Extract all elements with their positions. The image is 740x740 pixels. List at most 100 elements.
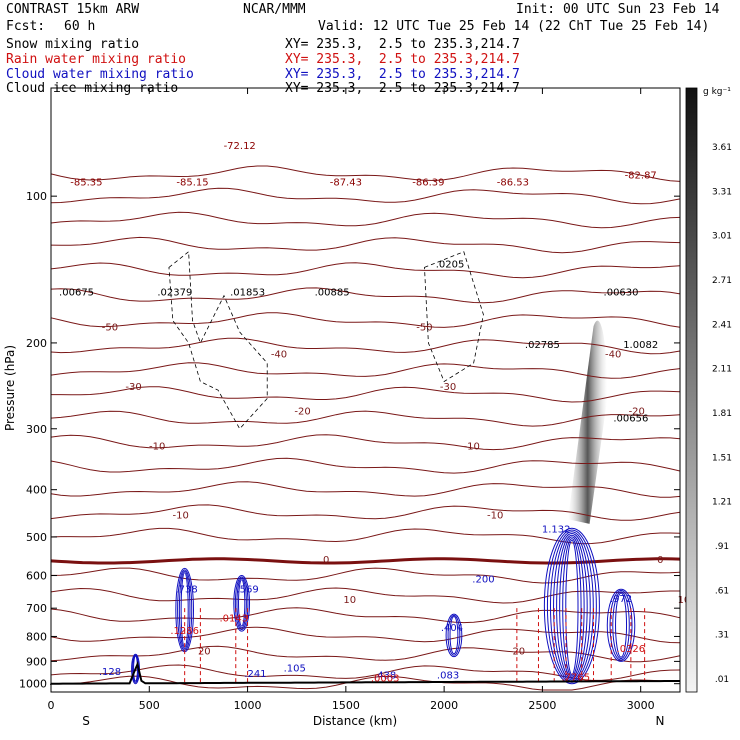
extremum-label: .00885 bbox=[315, 288, 350, 299]
cloud-water-contour bbox=[447, 614, 461, 656]
contour-label: -50 bbox=[102, 322, 118, 333]
extremum-label: .00630 bbox=[604, 288, 639, 299]
extremum-label: -82.87 bbox=[625, 171, 657, 182]
isotherm-line bbox=[50, 362, 681, 379]
extremum-label: -86.39 bbox=[412, 177, 444, 188]
y-tick-label: 100 bbox=[26, 190, 47, 203]
contour-label: -20 bbox=[629, 406, 645, 417]
x-axis-label: Distance (km) bbox=[313, 714, 397, 728]
colorbar-tick-label: 3.61 bbox=[712, 143, 732, 153]
y-tick-label: 300 bbox=[26, 423, 47, 436]
extremum-label: .02785 bbox=[525, 340, 560, 351]
colorbar-tick-label: .61 bbox=[715, 586, 729, 596]
x-tick-label: 2000 bbox=[430, 699, 458, 712]
extremum-label: .105 bbox=[284, 664, 306, 675]
contour-label: 20 bbox=[512, 647, 525, 658]
y-tick-label: 700 bbox=[26, 602, 47, 615]
colorbar-tick-label: 2.11 bbox=[712, 365, 732, 375]
extremum-label: -86.53 bbox=[497, 177, 529, 188]
cloud-water-contour bbox=[546, 529, 597, 683]
colorbar-tick-label: 1.21 bbox=[712, 498, 732, 508]
north-label: N bbox=[656, 714, 665, 728]
fcst-value: 60 h bbox=[64, 19, 96, 34]
extremum-label: .738 bbox=[175, 584, 197, 595]
cloud-water-contour bbox=[562, 538, 582, 677]
cloud-water-contour bbox=[612, 591, 630, 660]
isotherm-line bbox=[50, 675, 681, 691]
field-xy: XY= 235.3, 2.5 to 235.3,214.7 bbox=[285, 67, 520, 82]
extremum-label: .0003 bbox=[371, 674, 400, 685]
contour-label: -30 bbox=[440, 382, 456, 393]
cloud-water-contour bbox=[238, 579, 246, 627]
y-tick-label: 600 bbox=[26, 570, 47, 583]
extremum-label: 1.0082 bbox=[623, 340, 658, 351]
y-axis-label: Pressure (hPa) bbox=[3, 345, 17, 431]
y-tick-label: 400 bbox=[26, 484, 47, 497]
y-tick-label: 1000 bbox=[19, 678, 47, 691]
colorbar-tick-label: 3.31 bbox=[712, 187, 732, 197]
extremum-label: .7765 bbox=[562, 672, 591, 683]
snow-plume bbox=[567, 320, 608, 524]
contour-label: 0 bbox=[657, 555, 663, 566]
cloud-water-contour bbox=[565, 539, 579, 676]
extremum-label: .438 bbox=[374, 670, 396, 681]
colorbar-tick-label: 1.51 bbox=[712, 453, 732, 463]
contour-label: -10 bbox=[149, 442, 165, 453]
extremum-label: -85.35 bbox=[70, 177, 102, 188]
isotherm-line bbox=[50, 626, 681, 644]
isotherm-line bbox=[50, 607, 681, 624]
extremum-label: .0143 bbox=[219, 613, 248, 624]
cloud-water-contour bbox=[606, 588, 636, 662]
x-tick-label: 3000 bbox=[627, 699, 655, 712]
cloud-water-contour bbox=[553, 533, 591, 681]
isotherm-line bbox=[50, 504, 681, 521]
x-tick-label: 1000 bbox=[234, 699, 262, 712]
extremum-label: .083 bbox=[437, 670, 459, 681]
extremum-label: .972 bbox=[610, 594, 632, 605]
contour-label: -40 bbox=[271, 349, 287, 360]
isotherm-line bbox=[50, 187, 681, 205]
x-tick-label: 2500 bbox=[528, 699, 556, 712]
isotherm-line bbox=[50, 211, 681, 229]
fcst-label: Fcst: bbox=[6, 19, 46, 34]
model-title: CONTRAST 15km ARW bbox=[6, 2, 140, 17]
isotherm-line bbox=[50, 567, 681, 584]
colorbar-tick-label: 2.41 bbox=[712, 320, 732, 330]
cloud-water-contour bbox=[559, 536, 585, 678]
contour-label: -40 bbox=[605, 349, 621, 360]
cloud-ice-contour bbox=[424, 251, 484, 383]
x-tick-label: 500 bbox=[139, 699, 160, 712]
contour-label: -10 bbox=[463, 442, 479, 453]
cloud-water-contour bbox=[233, 575, 251, 632]
colorbar-unit: g kg⁻¹ bbox=[703, 87, 731, 97]
cloud-water-contour bbox=[543, 527, 600, 685]
extremum-label: -87.43 bbox=[330, 177, 362, 188]
extremum-label: .569 bbox=[236, 584, 258, 595]
colorbar-tick-label: .91 bbox=[715, 542, 729, 552]
colorbar bbox=[685, 87, 698, 693]
x-tick-label: 0 bbox=[48, 699, 55, 712]
cloud-water-contour bbox=[609, 590, 633, 661]
cloud-water-contour bbox=[178, 570, 191, 650]
freezing-level-line bbox=[50, 557, 681, 565]
isotherm-line bbox=[50, 587, 680, 604]
extremum-label: .1286 bbox=[170, 626, 199, 637]
isotherm-line bbox=[50, 165, 681, 182]
cloud-water-contour bbox=[449, 615, 459, 655]
cloud-water-contour bbox=[236, 577, 247, 629]
isotherm-line bbox=[50, 262, 681, 279]
extremum-label: .02379 bbox=[157, 288, 192, 299]
cloud-ice-contour bbox=[168, 250, 268, 430]
colorbar-tick-label: 3.01 bbox=[712, 232, 732, 242]
contour-label: 0 bbox=[323, 555, 329, 566]
contour-label: -30 bbox=[125, 382, 141, 393]
isotherm-line bbox=[51, 386, 681, 403]
x-tick-label: 1500 bbox=[332, 699, 360, 712]
extremum-label: .0205 bbox=[436, 259, 465, 270]
contour-label: 10 bbox=[343, 595, 356, 606]
extremum-label: -72.12 bbox=[224, 141, 256, 152]
isotherm-line bbox=[50, 481, 681, 498]
cloud-water-contour bbox=[234, 576, 249, 630]
field-xy: XY= 235.3, 2.5 to 235.3,214.7 bbox=[285, 37, 520, 52]
